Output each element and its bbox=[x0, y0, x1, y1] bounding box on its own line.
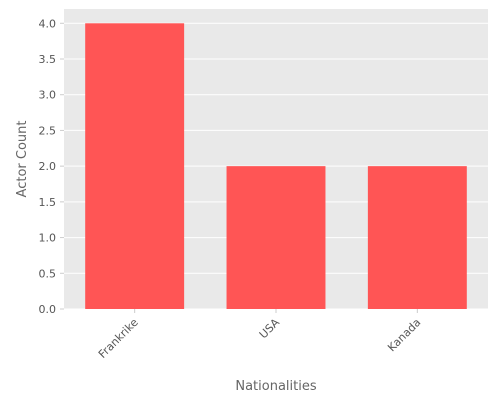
bar bbox=[367, 166, 467, 309]
x-tick-label: Kanada bbox=[385, 316, 423, 354]
x-axis-label: Nationalities bbox=[235, 379, 316, 394]
bar bbox=[226, 166, 326, 309]
y-tick-label: 1.5 bbox=[39, 196, 57, 209]
y-axis-label: Actor Count bbox=[15, 121, 30, 198]
bar bbox=[85, 23, 185, 310]
y-axis-ticks: 0.0 0.5 1.0 1.5 2.0 2.5 3.0 3.5 4.0 bbox=[39, 17, 64, 316]
y-tick-label: 2.0 bbox=[39, 160, 57, 173]
y-tick-label: 0.0 bbox=[39, 303, 57, 316]
x-tick-label: Frankrike bbox=[96, 316, 141, 361]
y-tick-label: 4.0 bbox=[39, 17, 57, 30]
x-tick-label: USA bbox=[257, 316, 283, 342]
y-tick-label: 0.5 bbox=[39, 267, 57, 280]
x-axis-ticks: Frankrike USA Kanada bbox=[96, 309, 423, 361]
y-tick-label: 3.0 bbox=[39, 89, 57, 102]
bars bbox=[85, 23, 467, 310]
y-tick-label: 1.0 bbox=[39, 232, 57, 245]
y-tick-label: 2.5 bbox=[39, 124, 57, 137]
y-tick-label: 3.5 bbox=[39, 53, 57, 66]
